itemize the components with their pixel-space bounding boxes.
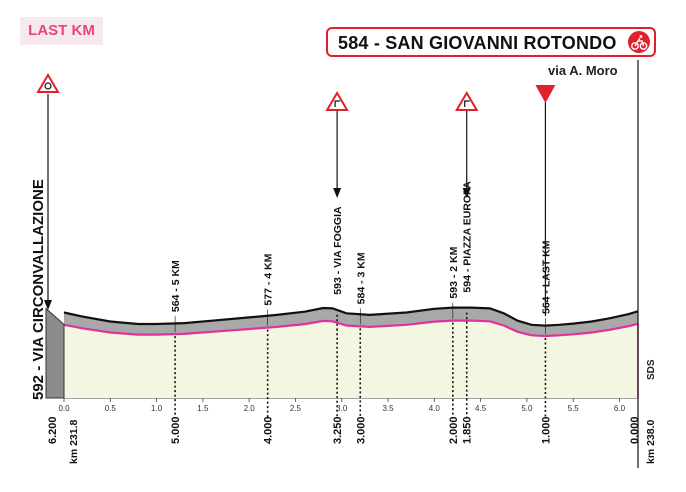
cycling-finish-icon	[628, 31, 650, 53]
annotations: 564 - 5 KM 577 - 4 KM 593 - VIA FOGGIA 584 …	[170, 181, 552, 314]
x-tick-label: 5.5	[568, 404, 580, 413]
road-band	[64, 307, 638, 336]
remaining-km-label: 4.000	[263, 416, 275, 444]
annotation-label: 564 - 5 KM	[170, 260, 182, 312]
x-tick-label: 4.0	[429, 404, 441, 413]
start-label: 592 - VIA CIRCONVALLAZIONE	[30, 179, 47, 400]
x-tick-label: 6.0	[614, 404, 626, 413]
x-tick-label: 3.5	[382, 404, 394, 413]
start-arrowhead	[44, 300, 52, 310]
x-tick-label: 2.0	[244, 404, 256, 413]
markers	[36, 73, 556, 111]
remaining-km-label: 1.000	[540, 416, 552, 444]
annotation-label: 593 - 2 KM	[448, 246, 460, 298]
x-tick-label: 1.0	[151, 404, 163, 413]
km-start-label: km 231.8	[68, 419, 80, 464]
turn-arrow-icon	[334, 100, 341, 107]
x-tick-label: 0.5	[105, 404, 117, 413]
remaining-km-label: 5.000	[170, 416, 182, 444]
annotation-label: 584 - 3 KM	[355, 252, 367, 304]
remaining-km-label: 6.200	[47, 416, 59, 444]
profile-fill	[64, 320, 638, 398]
profile-area	[45, 306, 639, 399]
x-tick-label: 3.0	[336, 404, 348, 413]
remaining-km-label: 0.000	[629, 416, 641, 444]
x-tick-label: 1.5	[197, 404, 209, 413]
annotation-label: 593 - VIA FOGGIA	[332, 206, 344, 295]
x-tick-label: 2.5	[290, 404, 302, 413]
remaining-km-label: 3.250	[332, 416, 344, 444]
turn-arrow-icon	[464, 100, 470, 107]
profile-line	[63, 319, 639, 338]
x-tick-label: 5.0	[521, 404, 533, 413]
x-tick-label: 4.5	[475, 404, 487, 413]
x-tick-label: 0.0	[58, 404, 70, 413]
annotation-label: 577 - 4 KM	[263, 253, 275, 305]
remaining-km-label: 3.000	[355, 416, 367, 444]
remaining-km-label: 2.000	[448, 416, 460, 444]
last-km-badge: LAST KM	[20, 17, 103, 45]
start-block	[45, 307, 65, 399]
turn-arrowhead	[462, 188, 471, 198]
finish-box: 584 - SAN GIOVANNI ROTONDO	[326, 27, 656, 57]
turn-arrowhead	[333, 188, 342, 198]
bike-icon	[631, 35, 648, 50]
roundabout-icon-inner	[44, 82, 52, 90]
finish-title: 584 - SAN GIOVANNI ROTONDO	[338, 33, 617, 53]
logo-text: SDS	[646, 359, 657, 380]
annotation-label: 594 - PIAZZA EUROPA	[462, 181, 474, 293]
remaining-km-label: 1.850	[462, 416, 474, 444]
flamme-rouge-icon	[535, 85, 556, 103]
x-axis: 0.0 0.5 1.0 1.5 2.0 2.5 3.0 3.5 4.0 4.5 5.0 5.5 6.0 6…	[47, 398, 641, 444]
km-end-label: km 238.0	[645, 419, 657, 464]
finish-subtitle: via A. Moro	[548, 63, 618, 78]
marker-lines	[44, 60, 639, 468]
annotation-label: 564 - LAST KM	[540, 240, 552, 314]
